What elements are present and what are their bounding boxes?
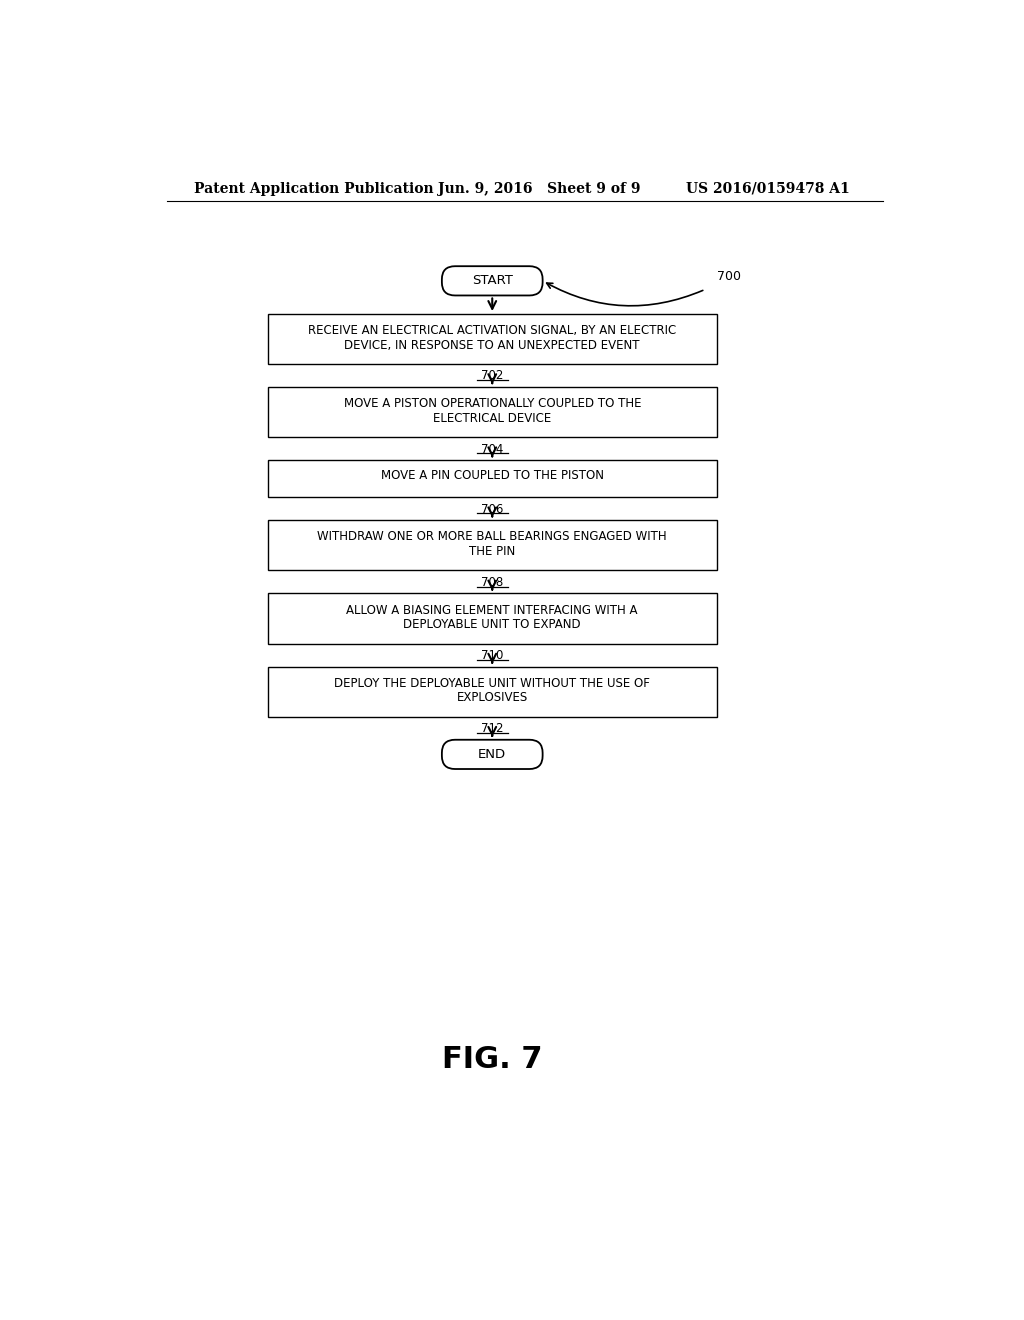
Text: 712: 712 [481,722,504,735]
Text: ALLOW A BIASING ELEMENT INTERFACING WITH A: ALLOW A BIASING ELEMENT INTERFACING WITH… [346,603,638,616]
FancyBboxPatch shape [267,387,717,437]
Text: 702: 702 [481,370,504,383]
Text: MOVE A PISTON OPERATIONALLY COUPLED TO THE: MOVE A PISTON OPERATIONALLY COUPLED TO T… [343,397,641,411]
Text: Patent Application Publication: Patent Application Publication [194,182,433,195]
Text: Jun. 9, 2016   Sheet 9 of 9: Jun. 9, 2016 Sheet 9 of 9 [438,182,640,195]
FancyBboxPatch shape [267,461,717,498]
Text: EXPLOSIVES: EXPLOSIVES [457,692,528,705]
Text: START: START [472,275,513,288]
Text: 706: 706 [481,503,504,516]
Text: MOVE A PIN COUPLED TO THE PISTON: MOVE A PIN COUPLED TO THE PISTON [381,469,604,482]
FancyBboxPatch shape [267,667,717,717]
Text: DEPLOYABLE UNIT TO EXPAND: DEPLOYABLE UNIT TO EXPAND [403,618,581,631]
Text: RECEIVE AN ELECTRICAL ACTIVATION SIGNAL, BY AN ELECTRIC: RECEIVE AN ELECTRICAL ACTIVATION SIGNAL,… [308,323,677,337]
Text: 708: 708 [481,576,504,589]
Text: 710: 710 [481,649,504,661]
FancyBboxPatch shape [442,739,543,770]
Text: 704: 704 [481,442,504,455]
Text: END: END [478,748,506,760]
Text: FIG. 7: FIG. 7 [442,1045,543,1073]
FancyBboxPatch shape [442,267,543,296]
Text: US 2016/0159478 A1: US 2016/0159478 A1 [686,182,850,195]
FancyBboxPatch shape [267,520,717,570]
FancyBboxPatch shape [267,314,717,364]
Text: 700: 700 [717,269,740,282]
Text: DEVICE, IN RESPONSE TO AN UNEXPECTED EVENT: DEVICE, IN RESPONSE TO AN UNEXPECTED EVE… [344,339,640,351]
FancyBboxPatch shape [267,594,717,644]
Text: DEPLOY THE DEPLOYABLE UNIT WITHOUT THE USE OF: DEPLOY THE DEPLOYABLE UNIT WITHOUT THE U… [334,677,650,689]
FancyArrowPatch shape [547,282,702,306]
Text: ELECTRICAL DEVICE: ELECTRICAL DEVICE [433,412,551,425]
Text: WITHDRAW ONE OR MORE BALL BEARINGS ENGAGED WITH: WITHDRAW ONE OR MORE BALL BEARINGS ENGAG… [317,531,667,544]
Text: THE PIN: THE PIN [469,545,515,558]
